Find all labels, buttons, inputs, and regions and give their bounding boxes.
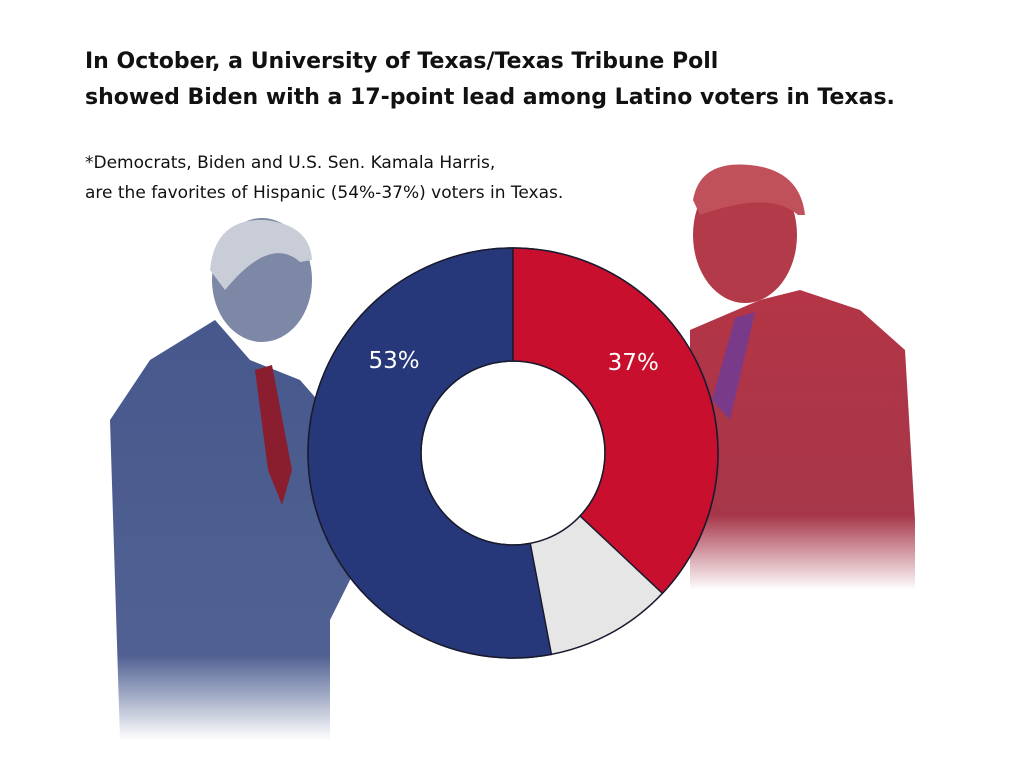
subtitle-line: *Democrats, Biden and U.S. Sen. Kamala H… <box>85 153 495 173</box>
donut-segment <box>512 247 719 595</box>
title-line: In October, a University of Texas/Texas … <box>85 49 718 74</box>
photo-right <box>690 164 915 590</box>
value-label: 53% <box>368 348 419 374</box>
subtitle-line: are the favorites of Hispanic (54%-37%) … <box>85 183 563 203</box>
donut-hole <box>420 360 606 546</box>
value-label: 37% <box>608 350 659 376</box>
title-line: showed Biden with a 17-point lead among … <box>85 85 895 110</box>
photo-left <box>110 218 470 740</box>
donut-segment <box>307 247 553 659</box>
